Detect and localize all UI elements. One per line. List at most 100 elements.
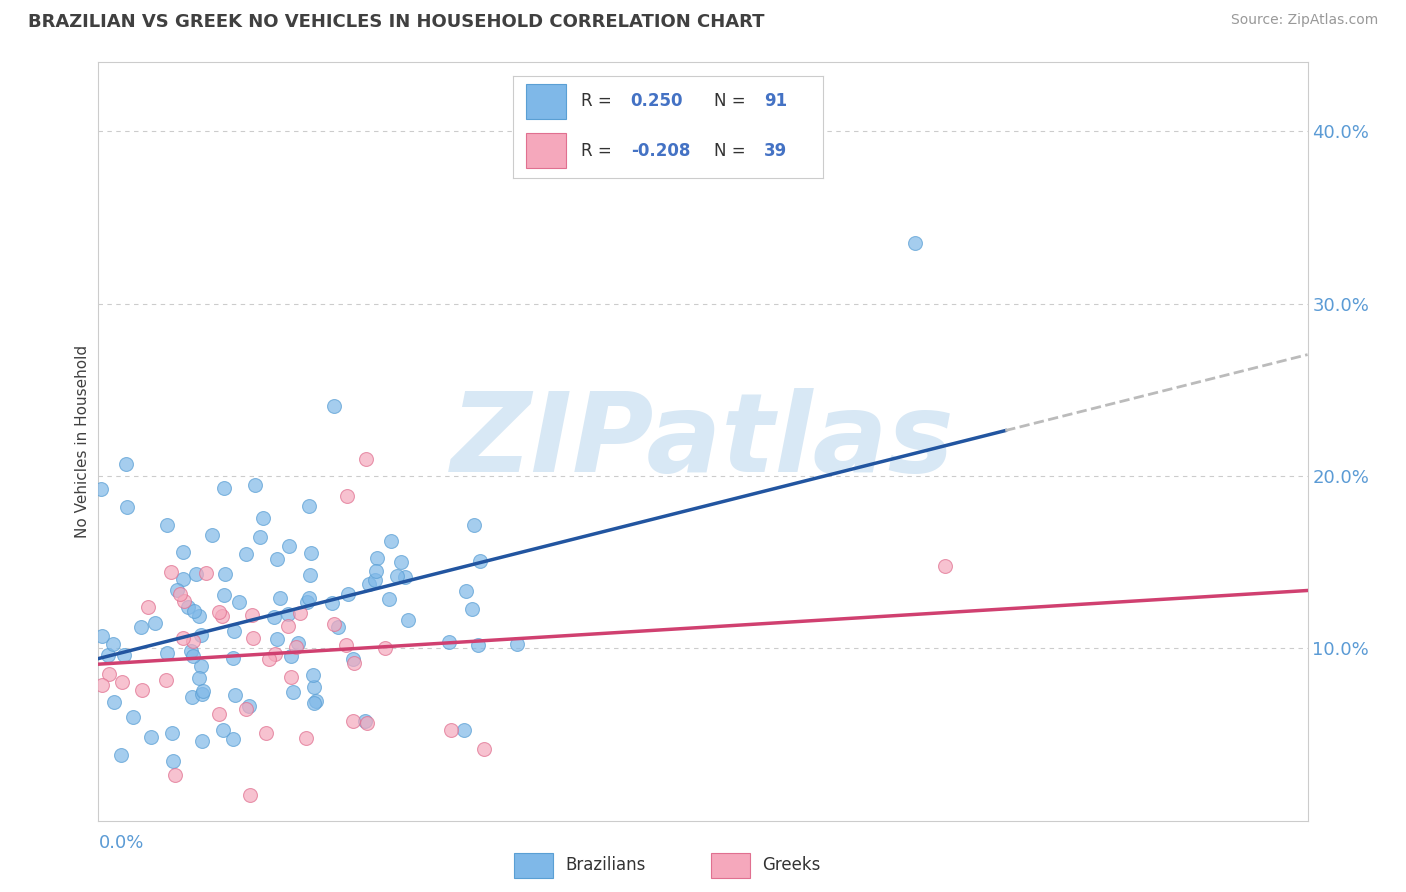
Point bbox=[186, 566, 208, 581]
Point bbox=[336, 586, 359, 600]
Point bbox=[323, 399, 346, 413]
Point bbox=[336, 489, 359, 503]
Text: 0.0%: 0.0% bbox=[98, 834, 143, 852]
Point bbox=[211, 723, 233, 737]
Point bbox=[280, 669, 302, 683]
Point bbox=[115, 500, 138, 515]
Point bbox=[222, 624, 245, 638]
Point bbox=[467, 638, 489, 652]
Point bbox=[131, 683, 153, 698]
Y-axis label: No Vehicles in Household: No Vehicles in Household bbox=[75, 345, 90, 538]
Point bbox=[389, 555, 412, 569]
Point bbox=[263, 647, 285, 661]
Bar bbox=[526, 84, 565, 119]
Point bbox=[453, 723, 475, 737]
Point bbox=[277, 618, 299, 632]
Point bbox=[129, 620, 152, 634]
Text: Greeks: Greeks bbox=[762, 856, 821, 874]
Point bbox=[98, 666, 121, 681]
Point bbox=[252, 511, 274, 525]
Point bbox=[298, 568, 321, 582]
Point bbox=[277, 539, 299, 553]
Point bbox=[378, 591, 401, 606]
Point bbox=[323, 617, 346, 632]
Point bbox=[228, 595, 250, 609]
Point bbox=[468, 553, 491, 567]
Text: Brazilians: Brazilians bbox=[565, 856, 645, 874]
Point bbox=[249, 530, 271, 544]
Point bbox=[374, 641, 396, 656]
Point bbox=[172, 545, 194, 559]
Point bbox=[277, 607, 299, 621]
Point bbox=[110, 675, 132, 690]
Point bbox=[188, 609, 211, 624]
Point bbox=[172, 572, 194, 586]
Point bbox=[342, 652, 364, 666]
Point bbox=[122, 709, 145, 723]
Text: BRAZILIAN VS GREEK NO VEHICLES IN HOUSEHOLD CORRELATION CHART: BRAZILIAN VS GREEK NO VEHICLES IN HOUSEH… bbox=[28, 13, 765, 31]
Point bbox=[266, 632, 288, 646]
Point bbox=[357, 577, 380, 591]
Point bbox=[356, 716, 378, 731]
Text: Source: ZipAtlas.com: Source: ZipAtlas.com bbox=[1230, 13, 1378, 28]
Point bbox=[181, 690, 204, 704]
Point bbox=[177, 599, 200, 614]
Point bbox=[243, 477, 266, 491]
Point bbox=[156, 647, 179, 661]
Point bbox=[380, 533, 402, 548]
Point bbox=[103, 695, 125, 709]
Point bbox=[136, 599, 159, 614]
Point bbox=[342, 656, 364, 670]
Point bbox=[461, 602, 484, 616]
Point bbox=[173, 594, 195, 608]
Point bbox=[139, 731, 162, 745]
Point bbox=[235, 702, 257, 716]
Point bbox=[297, 595, 319, 609]
Point bbox=[143, 615, 166, 630]
Text: 39: 39 bbox=[763, 142, 787, 160]
Point bbox=[222, 731, 245, 746]
Text: 91: 91 bbox=[763, 93, 787, 111]
Point bbox=[238, 698, 260, 713]
Point bbox=[437, 635, 460, 649]
Point bbox=[214, 566, 236, 581]
Point bbox=[165, 768, 187, 782]
Point bbox=[160, 566, 183, 580]
Text: N =: N = bbox=[714, 142, 745, 160]
Point bbox=[302, 696, 325, 710]
Bar bbox=[711, 853, 751, 878]
Point bbox=[302, 668, 325, 682]
Point bbox=[298, 591, 321, 605]
Point bbox=[342, 714, 364, 728]
Point bbox=[254, 725, 277, 739]
Point bbox=[305, 694, 328, 708]
Point bbox=[207, 706, 229, 721]
Point bbox=[115, 457, 138, 471]
Point bbox=[463, 517, 485, 532]
Point bbox=[263, 609, 285, 624]
Point bbox=[288, 607, 311, 621]
Point bbox=[235, 547, 257, 561]
Point bbox=[166, 583, 188, 598]
Point bbox=[904, 236, 927, 251]
Point bbox=[207, 605, 229, 619]
Text: ZIPatlas: ZIPatlas bbox=[451, 388, 955, 495]
Point bbox=[354, 714, 377, 728]
Point bbox=[394, 570, 416, 584]
Point bbox=[162, 754, 184, 768]
Point bbox=[172, 631, 194, 645]
Point bbox=[454, 584, 477, 599]
Point bbox=[190, 627, 212, 641]
Point bbox=[156, 518, 179, 533]
Point bbox=[934, 558, 956, 573]
Point bbox=[90, 482, 112, 496]
Point bbox=[97, 648, 120, 662]
Text: N =: N = bbox=[714, 93, 745, 111]
Text: R =: R = bbox=[581, 142, 612, 160]
Bar bbox=[515, 853, 554, 878]
Point bbox=[212, 481, 235, 495]
Point bbox=[335, 638, 357, 652]
Point bbox=[505, 637, 527, 651]
Point bbox=[169, 587, 191, 601]
Point bbox=[201, 527, 224, 541]
